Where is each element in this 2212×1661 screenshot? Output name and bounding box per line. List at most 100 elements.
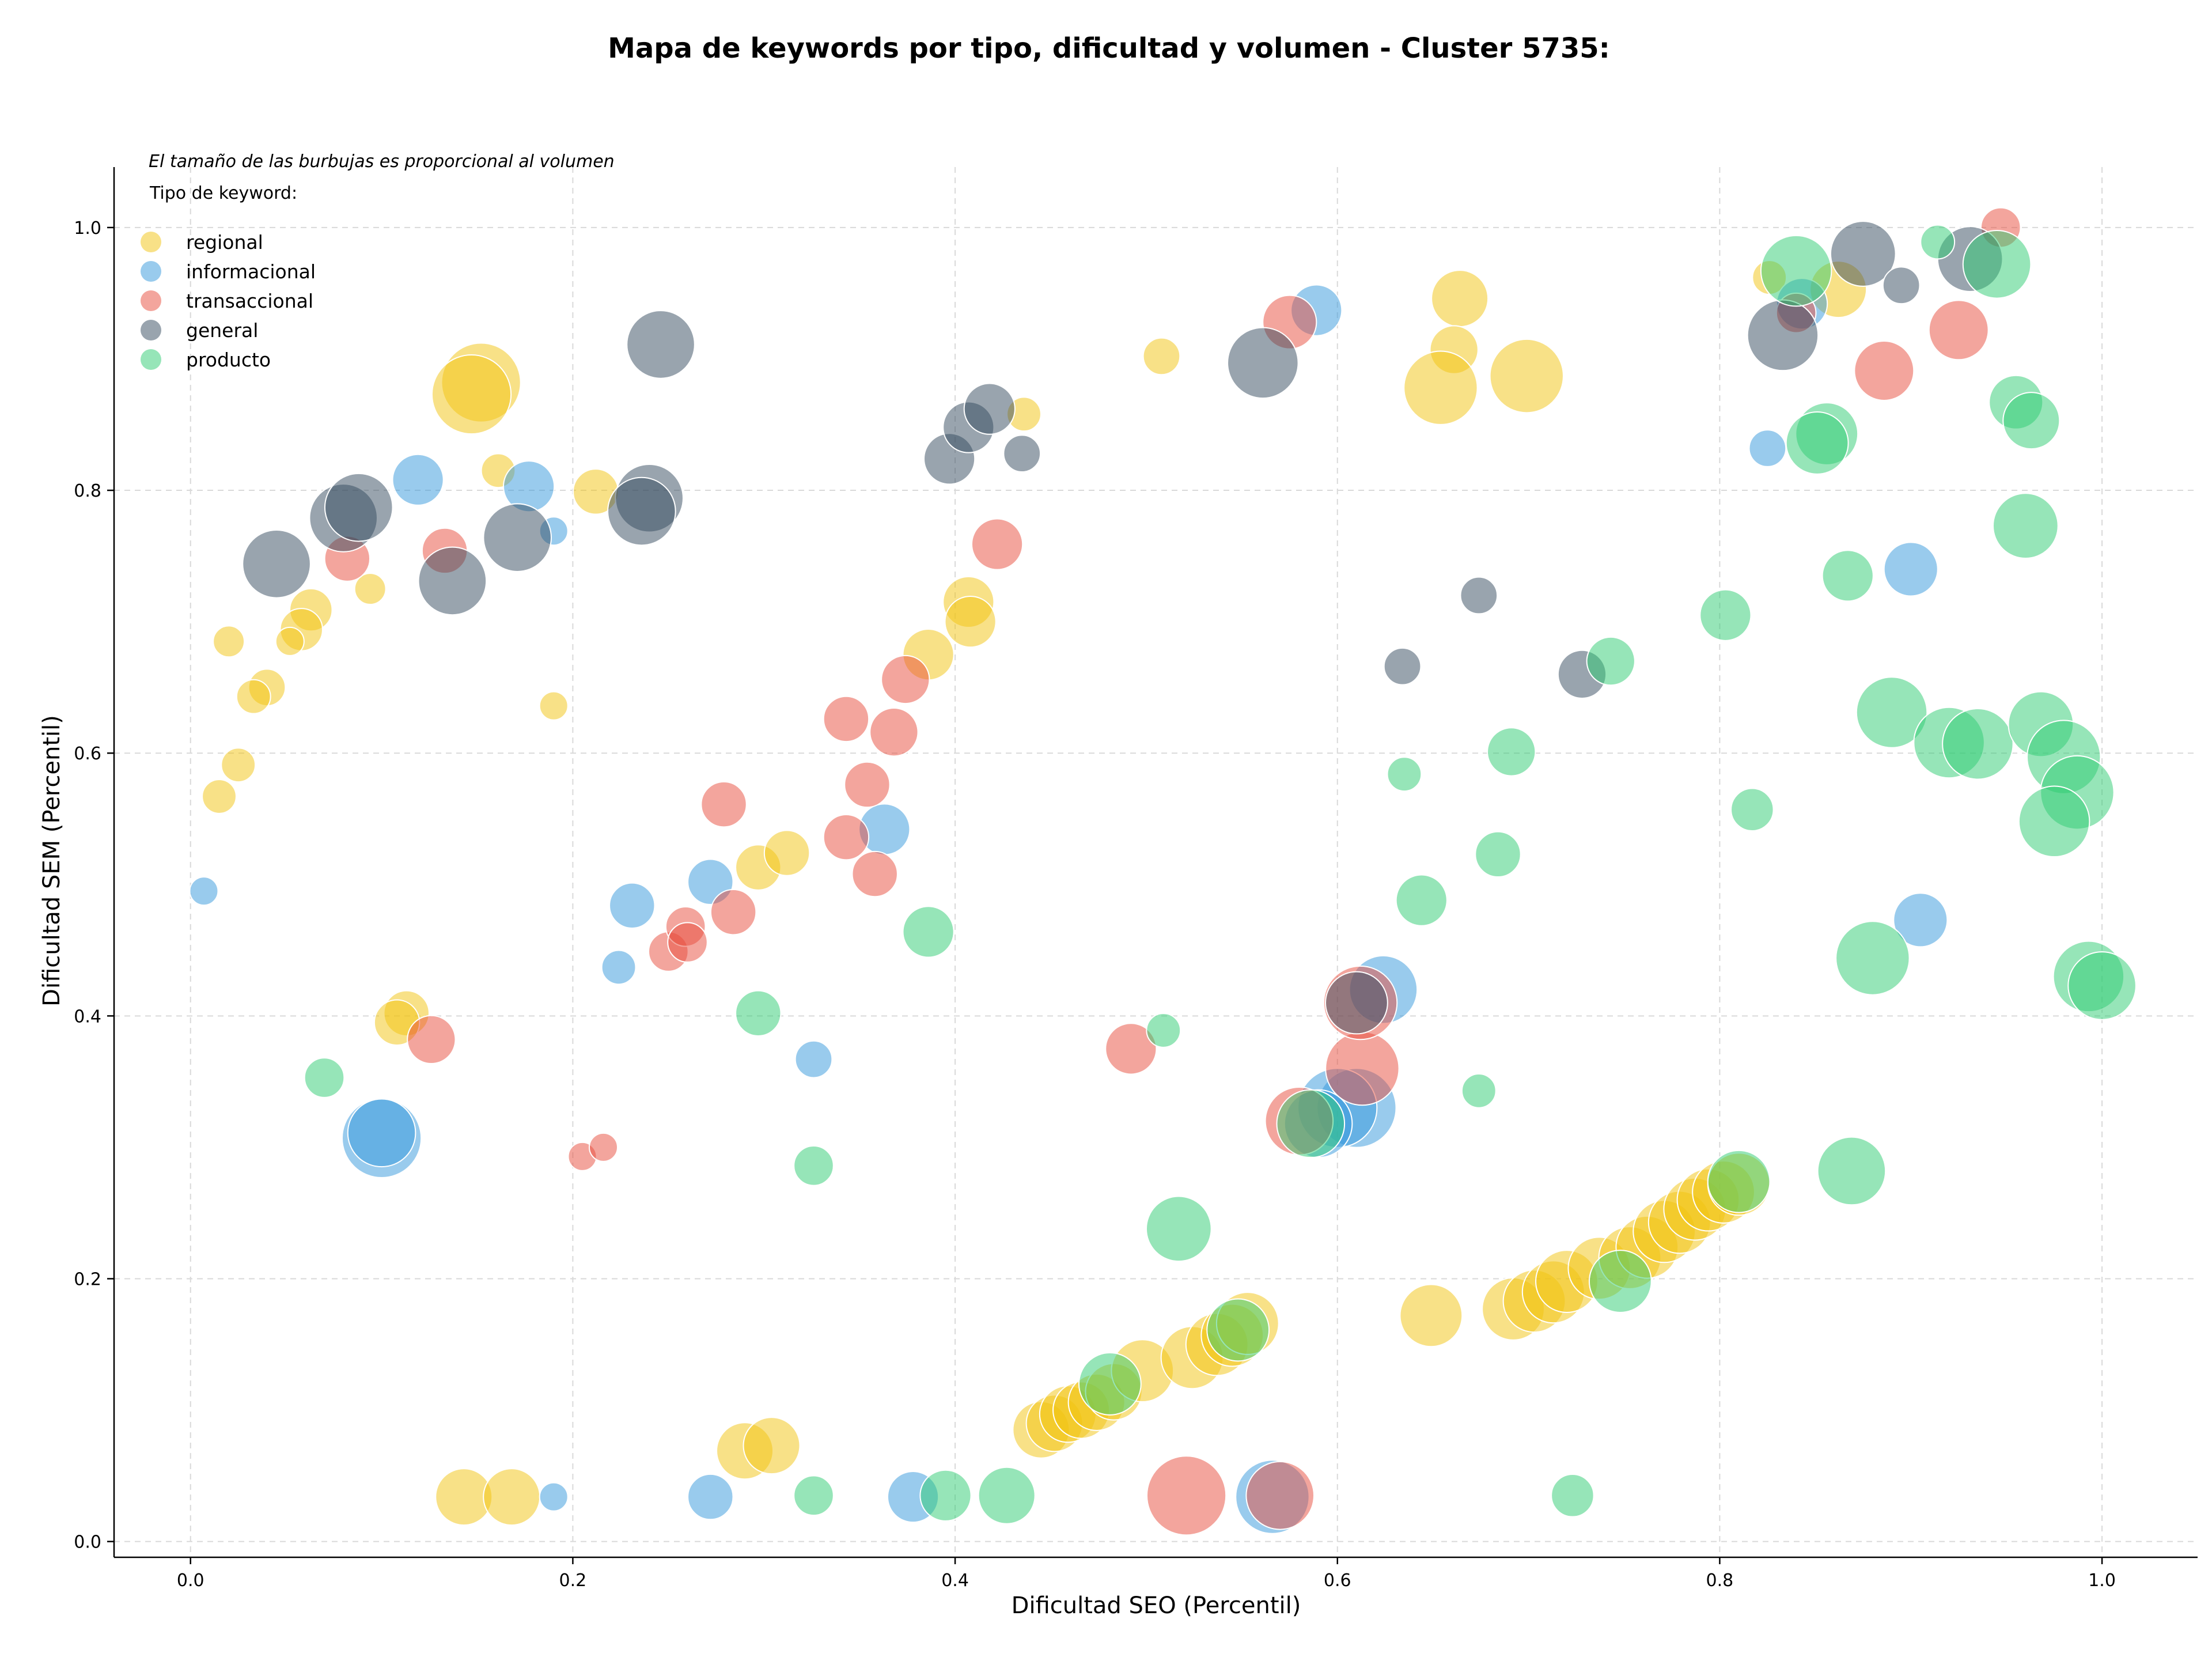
bubble-transaccional <box>844 761 891 808</box>
bubble-producto <box>2018 785 2090 858</box>
bubble-general <box>1830 221 1896 287</box>
bubble-regional <box>1399 1284 1463 1348</box>
bubble-producto <box>1817 1136 1887 1206</box>
legend-label-transaccional: transaccional <box>186 290 313 312</box>
bubble-general <box>418 546 487 616</box>
bubble-producto <box>1699 589 1752 641</box>
bubble-transaccional <box>710 888 757 936</box>
bubble-transaccional <box>407 1015 456 1065</box>
bubble-producto <box>1586 636 1635 686</box>
bubble-regional <box>1489 338 1564 414</box>
bubble-producto <box>1855 676 1928 748</box>
bubble-producto <box>1992 493 2059 559</box>
bubble-general <box>1227 327 1299 399</box>
bubble-producto <box>902 906 955 958</box>
bubble-producto <box>1387 756 1422 792</box>
bubble-transaccional <box>1928 300 1989 361</box>
y-tick-label: 0.0 <box>74 1533 101 1553</box>
bubble-informacional <box>794 1040 833 1079</box>
bubble-informacional <box>392 453 444 506</box>
bubble-informacional <box>1893 892 1948 948</box>
x-tick-label: 0.4 <box>941 1571 969 1591</box>
bubble-regional <box>1142 337 1181 376</box>
y-axis-label: Dificultad SEM (Percentil) <box>39 715 65 1007</box>
bubble-general <box>1383 647 1422 686</box>
bubble-producto <box>1487 727 1536 777</box>
y-tick-label: 0.8 <box>74 481 101 501</box>
bubble-producto <box>1920 224 1956 260</box>
bubble-informacional <box>609 882 656 929</box>
bubble-producto <box>1276 1089 1346 1159</box>
bubble-transaccional <box>851 850 898 898</box>
bubble-producto <box>1835 921 1910 996</box>
bubble-transaccional <box>1105 1023 1157 1075</box>
bubble-general <box>242 529 311 599</box>
y-tick-label: 0.6 <box>74 744 101 764</box>
bubble-producto <box>2002 392 2061 450</box>
legend: regional informacional transaccional genera… <box>141 231 316 371</box>
y-tick-label: 0.4 <box>74 1007 101 1027</box>
bubble-transaccional <box>1146 1455 1227 1536</box>
bubble-regional <box>944 596 997 648</box>
legend-marker-transaccional <box>141 290 161 311</box>
bubble-producto <box>919 1469 972 1522</box>
bubble-regional <box>483 1468 541 1526</box>
legend-title: Tipo de keyword: <box>149 183 297 203</box>
bubble-producto <box>1785 411 1849 475</box>
bubble-general <box>607 476 676 546</box>
bubble-producto <box>304 1057 345 1098</box>
bubble-transaccional <box>588 1132 618 1162</box>
bubble-producto <box>1146 1013 1181 1048</box>
x-tick-label: 0.6 <box>1324 1571 1351 1591</box>
bubble-informacional <box>601 949 637 985</box>
bubble-regional <box>221 747 256 783</box>
legend-label-regional: regional <box>186 231 263 253</box>
chart-title: Mapa de keywords por tipo, dificultad y … <box>608 32 1610 65</box>
x-axis-label: Dificultad SEO (Percentil) <box>1012 1592 1301 1619</box>
y-tick-label: 1.0 <box>74 218 101 239</box>
bubble-producto <box>1206 1298 1270 1362</box>
bubble-producto <box>1821 550 1874 602</box>
legend-marker-general <box>141 320 161 340</box>
bubble-producto <box>1395 874 1448 926</box>
bubble-transaccional <box>700 781 747 828</box>
bubble-producto <box>2067 951 2137 1020</box>
bubble-producto <box>735 990 782 1036</box>
bubble-general <box>1460 576 1498 615</box>
legend-label-general: general <box>186 319 258 342</box>
legend-marker-producto <box>141 349 161 370</box>
bubble-regional <box>202 779 237 814</box>
legend-label-informacional: informacional <box>186 260 316 283</box>
bubble-transaccional <box>869 707 919 757</box>
bubble-general <box>324 472 393 542</box>
bubble-transaccional <box>1854 340 1915 401</box>
bubble-general <box>963 383 1016 435</box>
legend-marker-regional <box>141 232 161 252</box>
x-tick-label: 0.8 <box>1706 1571 1734 1591</box>
bubble-transaccional <box>823 695 870 743</box>
bubble-transaccional <box>881 654 930 705</box>
bubble-producto <box>793 1145 834 1186</box>
bubble-transaccional <box>667 922 708 963</box>
y-tick-label: 0.2 <box>74 1269 101 1289</box>
bubble-general <box>626 310 695 379</box>
bubble-transaccional <box>823 814 870 861</box>
bubble-regional <box>743 1417 801 1475</box>
bubble-producto <box>1588 1250 1652 1313</box>
bubble-producto <box>1475 831 1521 878</box>
bubble-producto <box>1551 1474 1594 1518</box>
bubble-producto <box>1707 1149 1771 1213</box>
bubble-informacional <box>347 1098 416 1168</box>
bubble-informacional <box>1748 429 1787 467</box>
bubble-transaccional <box>1325 1031 1400 1106</box>
axes: 0.0 0.2 0.4 0.6 0.8 1.0 0.0 0.2 0.4 0.6 0.8 1.0 <box>74 167 2198 1591</box>
legend-label-producto: producto <box>186 349 271 371</box>
bubble-regional <box>275 626 305 656</box>
bubble-general <box>1003 434 1041 473</box>
bubble-transaccional <box>971 518 1024 570</box>
bubble-regional <box>1403 350 1478 425</box>
bubble-regional <box>1431 270 1489 328</box>
bubble-regional <box>539 691 569 721</box>
bubble-producto <box>1760 234 1832 307</box>
